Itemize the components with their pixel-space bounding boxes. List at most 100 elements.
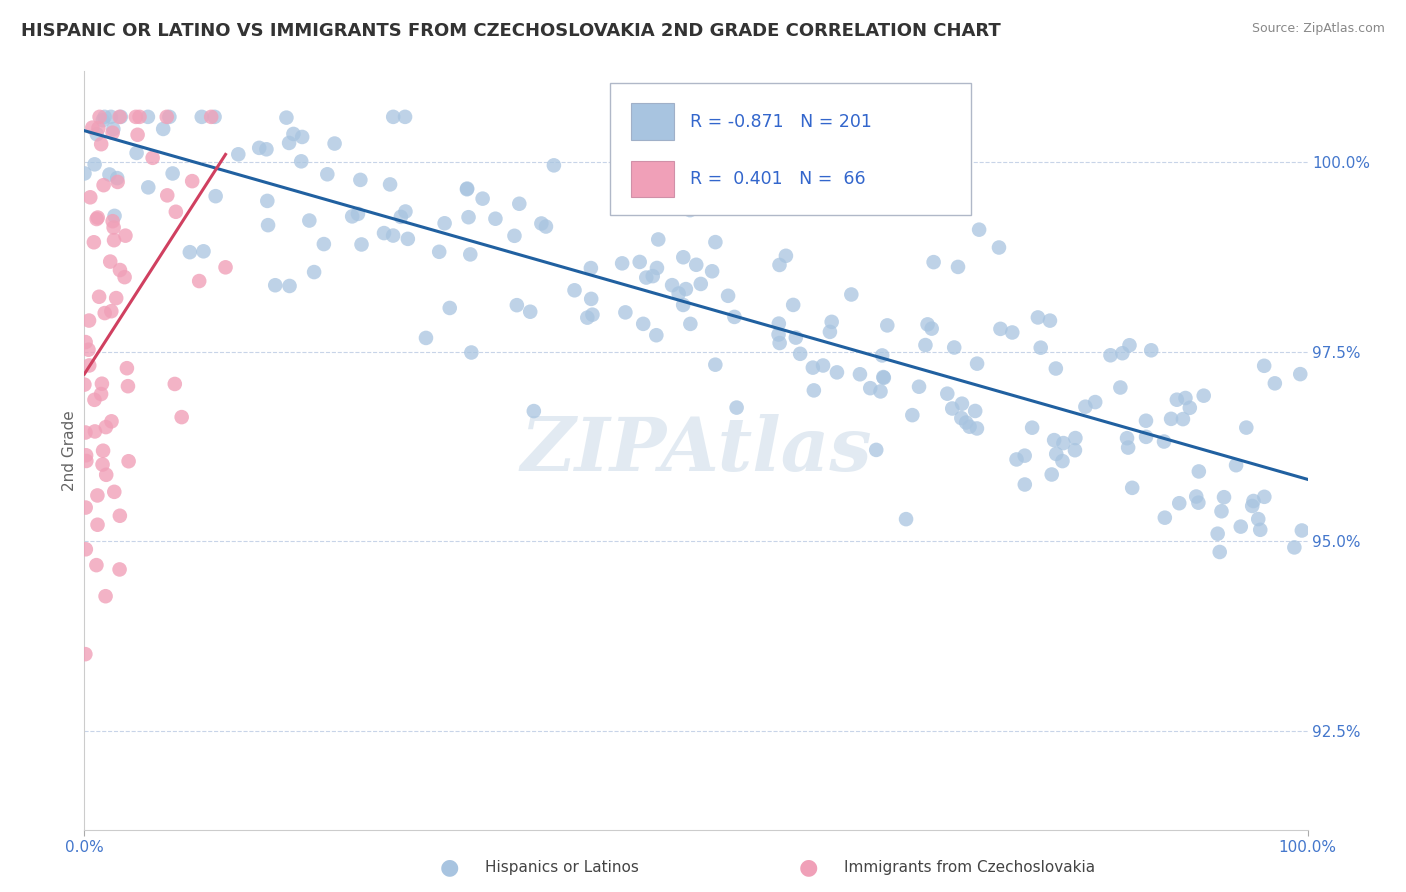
Point: [768, 327, 790, 342]
Point: [1045, 361, 1067, 376]
Point: [79, 190, 101, 204]
Point: [278, 136, 301, 150]
Point: [298, 213, 321, 227]
Point: [922, 255, 945, 269]
Point: [323, 136, 346, 151]
Point: [86, 558, 108, 573]
Point: [803, 384, 825, 398]
Point: [1045, 447, 1067, 461]
Point: [264, 278, 287, 293]
Point: [103, 220, 125, 235]
Point: [768, 317, 790, 331]
Point: [350, 237, 373, 252]
Point: [117, 454, 139, 468]
Point: [75, 454, 97, 468]
Point: [689, 277, 711, 291]
Point: [340, 210, 363, 224]
Point: [1229, 519, 1251, 533]
Point: [1289, 367, 1312, 381]
Point: [1099, 348, 1122, 362]
Point: [188, 274, 211, 288]
Point: [523, 404, 546, 418]
Point: [789, 347, 811, 361]
Point: [966, 357, 988, 371]
Point: [114, 270, 136, 285]
Point: [86, 128, 108, 142]
Point: [142, 151, 165, 165]
Point: [955, 416, 977, 430]
Point: [82, 120, 104, 135]
Point: [700, 264, 723, 278]
Point: [1174, 391, 1197, 405]
Point: [204, 110, 226, 124]
Bar: [631, 103, 673, 140]
Text: R = -0.871   N = 201: R = -0.871 N = 201: [690, 112, 872, 130]
Point: [723, 310, 745, 324]
Point: [1153, 434, 1175, 449]
Point: [200, 110, 222, 124]
Point: [641, 269, 664, 284]
Point: [347, 207, 370, 221]
Point: [876, 318, 898, 333]
Point: [610, 256, 633, 270]
Point: [988, 240, 1011, 254]
Point: [1213, 490, 1236, 504]
Point: [91, 443, 114, 458]
Point: [93, 110, 115, 124]
Point: [959, 419, 981, 434]
Point: [247, 141, 270, 155]
Point: [785, 330, 807, 344]
Point: [75, 448, 97, 462]
Point: [87, 121, 110, 136]
Point: [872, 370, 894, 384]
Point: [1001, 326, 1024, 340]
Point: [1187, 496, 1209, 510]
Point: [73, 166, 96, 180]
Point: [117, 379, 139, 393]
Point: [503, 228, 526, 243]
Point: [75, 542, 97, 557]
Point: [108, 263, 131, 277]
Point: [865, 442, 887, 457]
Point: [1039, 313, 1062, 327]
Point: [100, 304, 122, 318]
Point: [89, 110, 111, 124]
Point: [914, 338, 936, 352]
Point: [302, 265, 325, 279]
Point: [839, 287, 862, 301]
Point: [1253, 490, 1275, 504]
Point: [349, 173, 371, 187]
Point: [675, 282, 697, 296]
Point: [506, 298, 529, 312]
Point: [433, 216, 456, 230]
Point: [936, 386, 959, 401]
Point: [661, 278, 683, 293]
Point: [90, 137, 112, 152]
Point: [901, 408, 924, 422]
Point: [543, 158, 565, 172]
Point: [1116, 431, 1139, 445]
Point: [628, 255, 651, 269]
Point: [1014, 477, 1036, 491]
Point: [873, 371, 896, 385]
Point: [86, 212, 108, 227]
Point: [519, 304, 541, 318]
FancyBboxPatch shape: [610, 83, 972, 216]
Point: [290, 154, 312, 169]
Point: [316, 167, 339, 181]
Point: [457, 211, 479, 225]
Point: [679, 203, 702, 218]
Point: [821, 315, 844, 329]
Point: [103, 209, 125, 223]
Point: [103, 233, 125, 247]
Text: Hispanics or Latinos: Hispanics or Latinos: [485, 860, 638, 874]
Point: [136, 110, 159, 124]
Point: [564, 283, 586, 297]
Point: [75, 500, 97, 515]
Point: [769, 336, 792, 351]
Point: [1209, 545, 1232, 559]
Point: [672, 298, 695, 312]
Point: [127, 128, 149, 142]
Point: [965, 404, 987, 418]
Point: [193, 244, 215, 259]
